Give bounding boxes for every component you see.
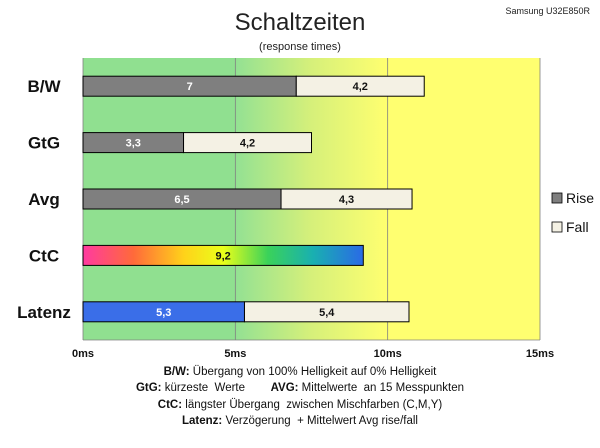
- value-label-rise-2: 6,5: [174, 194, 189, 206]
- value-label-fall-2: 4,3: [339, 194, 354, 206]
- plot-area: 0ms 5ms 10ms 15ms B/W 7 4,2 GtG 3,3 4,2 Avg 6,5 4,3 C…: [17, 58, 554, 360]
- legend-label-rise: Rise: [566, 190, 594, 206]
- value-label-rise-4: 5,3: [156, 307, 171, 319]
- value-label-fall-0: 4,2: [353, 81, 368, 93]
- bar-ctc: [82, 244, 364, 266]
- bar-fall-2: [280, 188, 413, 210]
- legend: Rise Fall: [551, 190, 594, 235]
- legend-label-fall: Fall: [566, 219, 589, 235]
- value-label-fall-4: 5,4: [319, 307, 335, 319]
- category-label-4: Latenz: [17, 303, 71, 322]
- x-tick-label-3: 15ms: [526, 348, 554, 360]
- note-latenz: Latenz: Verzögerung + Mittelwert Avg ris…: [182, 415, 418, 427]
- legend-swatch-rise: [551, 192, 563, 204]
- bar-fall-1: [183, 132, 312, 154]
- legend-swatch-fall: [551, 221, 563, 233]
- category-label-3: CtC: [29, 246, 59, 265]
- model-label: Samsung U32E850R: [505, 6, 590, 16]
- note-ctc: CtC: längster Übergang zwischen Mischfar…: [158, 399, 443, 411]
- bar-fall-0: [295, 75, 425, 97]
- category-label-2: Avg: [28, 190, 60, 209]
- chart-subtitle: (response times): [259, 41, 341, 53]
- bar-fall-4: [243, 301, 410, 323]
- x-tick-label-2: 10ms: [374, 348, 402, 360]
- value-label-rise-0: 7: [187, 81, 193, 93]
- value-label-rise-1: 3,3: [126, 138, 141, 150]
- value-label-fall-1: 4,2: [240, 138, 255, 150]
- value-label-ctc: 9,2: [215, 250, 230, 262]
- x-tick-label-0: 0ms: [72, 348, 94, 360]
- notes: B/W: Übergang von 100% Helligkeit auf 0%…: [136, 366, 464, 427]
- chart-title: Schaltzeiten: [235, 9, 366, 36]
- category-label-1: GtG: [28, 134, 60, 153]
- note-bw: B/W: Übergang von 100% Helligkeit auf 0%…: [164, 366, 438, 378]
- category-label-0: B/W: [27, 77, 61, 96]
- x-tick-label-1: 5ms: [224, 348, 246, 360]
- note-gtg-avg: GtG: kürzeste Werte AVG: Mittelwerte an …: [136, 382, 464, 394]
- zone-slow: [387, 58, 540, 340]
